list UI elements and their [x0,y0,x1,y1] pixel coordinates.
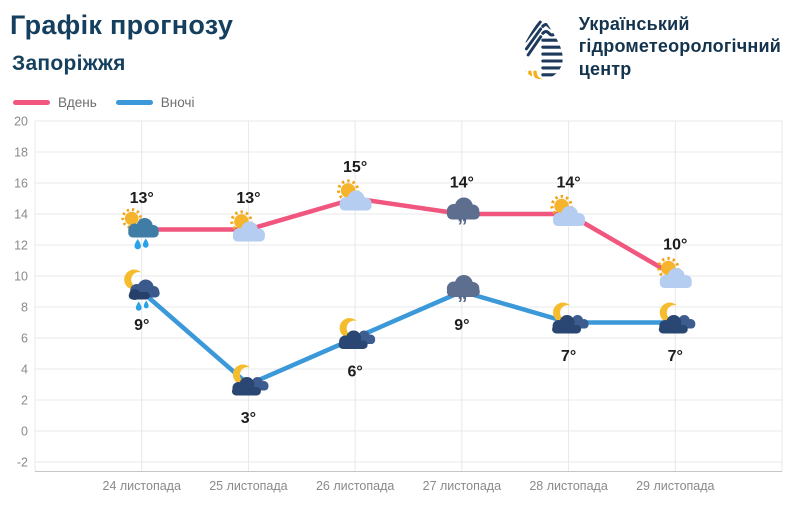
chart-series-lines [139,196,678,387]
page-subtitle: Запоріжжя [12,52,126,75]
day-series-swatch [13,100,50,105]
svg-text:25 листопада: 25 листопада [209,479,287,493]
svg-text:27 листопада: 27 листопада [423,479,501,493]
svg-text:9°: 9° [454,317,469,334]
chart-weather-icons [122,179,696,396]
svg-text:10°: 10° [663,237,687,254]
chart-legend: Вдень Вночі [13,95,194,110]
fog-cloud-icon [446,275,480,314]
svg-text:6: 6 [21,332,28,346]
svg-text:9°: 9° [134,317,149,334]
svg-text:12: 12 [14,239,28,253]
logo-line-2: гідрометеорологічний [578,36,781,57]
legend-item-day[interactable]: Вдень [13,95,97,110]
header: Графік прогнозу Запоріжжя [10,10,233,76]
ukrhydromet-droplet-icon [522,16,563,80]
logo-line-3: центр [578,58,632,79]
moon-cloud-icon [550,300,589,334]
svg-text:7°: 7° [668,348,683,365]
night-series-label: Вночі [160,95,195,110]
svg-text:13°: 13° [236,190,260,207]
svg-text:-2: -2 [17,456,28,470]
page-title: Графік прогнозу [10,10,234,40]
svg-text:16: 16 [14,177,28,191]
svg-text:3°: 3° [241,410,256,427]
day-series-label: Вдень [58,95,97,110]
svg-text:15°: 15° [343,159,367,176]
svg-text:8: 8 [21,301,28,315]
svg-text:28 листопада: 28 листопада [529,479,607,493]
svg-text:2: 2 [21,394,28,408]
night-series-swatch [115,100,153,105]
svg-text:4: 4 [21,363,28,377]
svg-text:14°: 14° [450,175,474,192]
svg-text:18: 18 [14,146,28,160]
chart-data-labels: 13° 13° 15° 14° 14° 10° 9° 3° 6° 9° 7° 7° [130,159,688,427]
svg-text:14°: 14° [556,175,580,192]
svg-text:13°: 13° [130,190,154,207]
fog-cloud-icon [446,197,480,236]
logo-line-1: Український [578,14,690,34]
svg-text:20: 20 [14,115,28,129]
sun-rain-cloud-icon [123,210,159,250]
svg-text:10: 10 [14,270,28,284]
moon-cloud-icon [657,300,696,334]
logo: Український гідрометеорологічний центр [516,6,781,87]
svg-text:0: 0 [21,425,28,439]
svg-text:7°: 7° [561,348,576,365]
svg-text:29 листопада: 29 листопада [636,479,714,493]
svg-text:14: 14 [14,208,28,222]
chart-gridlines [34,120,783,472]
svg-text:24 листопада: 24 листопада [103,479,181,493]
svg-text:26 листопада: 26 листопада [316,479,394,493]
legend-item-night[interactable]: Вночі [115,95,195,110]
svg-text:6°: 6° [347,364,362,381]
logo-text: Український гідрометеорологічний центр [579,6,781,80]
